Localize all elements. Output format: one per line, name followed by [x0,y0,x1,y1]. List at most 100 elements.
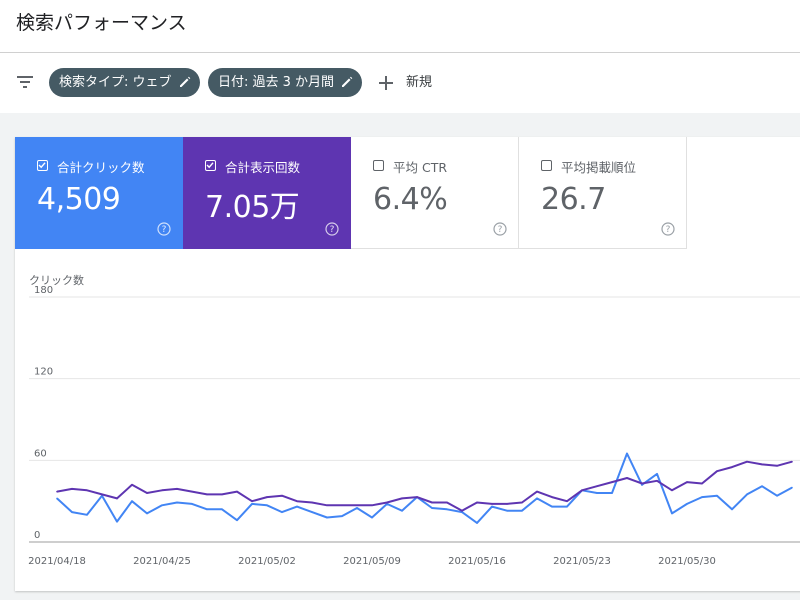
clicks-series-line [56,452,793,524]
x-tick-label: 2021/04/25 [133,556,191,567]
help-icon[interactable]: ? [493,222,507,236]
metric-average-ctr[interactable]: 平均 CTR 6.4% ? [351,137,519,249]
x-tick-label: 2021/05/16 [448,556,506,567]
impressions-data-point [581,489,583,492]
clicks-data-point [776,494,778,497]
impressions-data-point [641,482,643,485]
impressions-data-point [731,466,733,468]
help-icon[interactable]: ? [325,222,339,236]
clicks-data-point [401,509,403,512]
clicks-data-point [221,508,223,511]
impressions-data-point [86,489,88,492]
clicks-data-point [371,516,373,519]
metric-average-position[interactable]: 平均掲載順位 26.7 ? [519,137,687,249]
pencil-icon[interactable] [178,75,192,89]
impressions-data-point [341,504,343,507]
clicks-data-point [686,503,688,505]
x-tick-label: 2021/04/18 [28,556,86,567]
impressions-data-point [416,496,418,498]
impressions-data-point [746,460,748,463]
clicks-data-point [161,504,163,507]
metric-total-impressions[interactable]: 合計表示回数 7.05万 ? [183,137,351,249]
clicks-data-point [311,511,313,513]
date-range-chip[interactable]: 日付: 過去 3 か月間 [208,68,362,97]
clicks-data-point [506,509,508,512]
performance-chart[interactable]: クリック数 0 60 120 180 2021/04/18 2021/04/25 2021/0… [15,260,800,600]
checkbox-unchecked-icon[interactable] [373,160,384,171]
clicks-data-point [536,497,538,500]
clicks-data-point [116,520,118,523]
clicks-data-point [791,486,793,489]
impressions-data-point [671,489,673,492]
impressions-data-point [71,488,73,490]
metric-label: 合計クリック数 [57,160,145,175]
clicks-data-point [326,516,328,519]
impressions-data-point [371,504,373,507]
metric-total-clicks[interactable]: 合計クリック数 4,509 ? [15,137,183,249]
impressions-data-point [326,504,328,507]
clicks-data-point [671,512,673,515]
clicks-data-point [746,493,748,496]
impressions-data-point [266,496,268,498]
impressions-data-point [761,463,763,466]
clicks-data-point [626,452,628,455]
impressions-data-point [536,490,538,493]
impressions-data-point [206,493,208,496]
impressions-data-point [611,481,613,483]
search-type-chip[interactable]: 検索タイプ: ウェブ [49,68,200,97]
clicks-data-point [446,508,448,511]
clicks-data-point [236,519,238,522]
help-icon[interactable]: ? [157,222,171,236]
y-tick-label: 180 [34,285,53,296]
y-tick-label: 0 [34,530,40,541]
impressions-data-point [506,503,508,505]
impressions-series-line [56,460,793,512]
impressions-data-point [251,500,253,502]
clicks-data-point [131,500,133,502]
clicks-data-point [206,508,208,511]
clicks-data-point [191,503,193,505]
impressions-data-point [386,501,388,504]
x-tick-label: 2021/05/30 [658,556,716,567]
impressions-data-point [716,470,718,473]
new-filter-label: 新規 [406,75,433,90]
impressions-data-point [221,493,223,496]
help-icon[interactable]: ? [661,222,675,236]
clicks-data-point [56,497,58,500]
impressions-data-point [356,504,358,507]
impressions-data-point [776,464,778,467]
impressions-data-point [191,490,193,493]
checkbox-checked-icon[interactable] [205,160,216,171]
impressions-data-point [491,503,493,505]
checkbox-unchecked-icon[interactable] [541,160,552,171]
impressions-data-point [596,485,598,487]
impressions-data-point [236,490,238,493]
x-tick-label: 2021/05/02 [238,556,296,567]
impressions-data-point [701,482,703,485]
clicks-data-point [296,505,298,508]
clicks-data-point [431,507,433,509]
impressions-data-point [521,501,523,504]
y-tick-label: 60 [34,448,47,459]
header: 検索パフォーマンス [0,0,800,53]
x-tick-label: 2021/05/09 [343,556,401,567]
impressions-data-point [131,484,133,486]
clicks-data-point [71,511,73,513]
filter-icon[interactable] [15,74,35,90]
pencil-icon[interactable] [340,75,354,89]
clicks-data-point [176,501,178,504]
impressions-data-point [656,479,658,482]
clicks-data-point [731,508,733,511]
svg-text:?: ? [330,225,335,235]
impressions-data-point [176,488,178,490]
checkbox-checked-icon[interactable] [37,160,48,171]
impressions-data-point [626,477,628,479]
clicks-data-point [656,473,658,475]
metric-value: 4,509 [37,182,121,217]
clicks-data-point [596,492,598,494]
svg-text:?: ? [162,225,167,235]
clicks-data-point [146,512,148,515]
chip-label: 日付: 過去 3 か月間 [218,75,335,90]
metric-value: 26.7 [541,182,606,217]
clicks-data-point [701,496,703,498]
